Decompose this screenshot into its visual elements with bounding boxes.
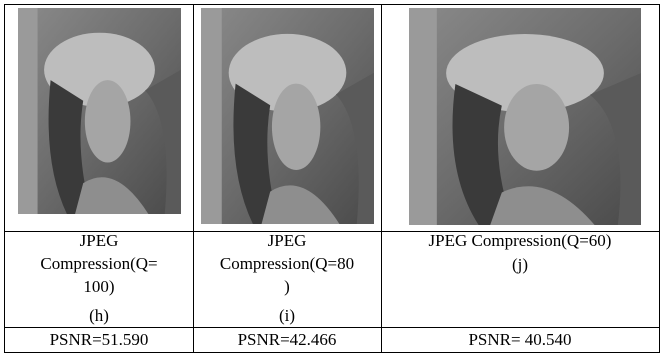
- image-j: [409, 8, 641, 225]
- image-i: [201, 8, 374, 224]
- page: JPEGCompression(Q=100)(h)PSNR=51.590JPEG…: [0, 0, 663, 358]
- figure-label: (j): [370, 255, 663, 275]
- image-h: [18, 8, 181, 214]
- caption-line: ): [137, 277, 437, 297]
- psnr-value: PSNR= 40.540: [370, 330, 663, 350]
- table-grid: [0, 0, 663, 358]
- caption-line: JPEG Compression(Q=60): [370, 231, 663, 251]
- figure-label: (i): [137, 306, 437, 326]
